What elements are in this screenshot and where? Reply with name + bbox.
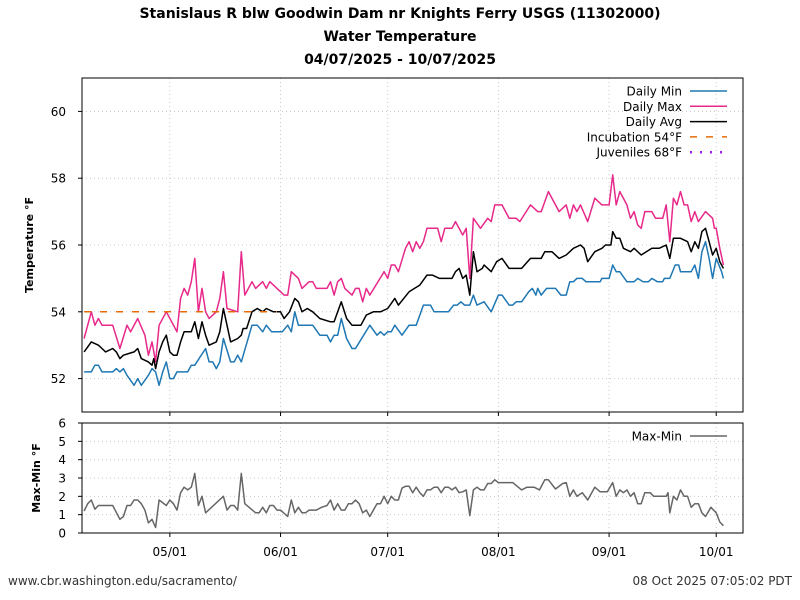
y-tick-label: 2	[58, 490, 66, 504]
plot-frame	[81, 422, 744, 534]
x-tick-label: 07/01	[370, 545, 405, 559]
y-tick-label: 58	[51, 172, 66, 186]
x-tick-label: 09/01	[592, 545, 627, 559]
series-line-daily-min	[84, 240, 725, 387]
y-axis-label: Temperature °F	[23, 197, 36, 293]
legend-label-juveniles-68-f: Juveniles 68°F	[595, 146, 682, 160]
series-line-max-min	[83, 472, 724, 529]
chart-date-range: 04/07/2025 - 10/07/2025	[304, 52, 496, 68]
chart-subtitle: Water Temperature	[323, 29, 477, 45]
x-tick-label: 08/01	[481, 545, 516, 559]
legend-label-daily-max: Daily Max	[623, 100, 682, 114]
series-line-daily-avg	[83, 227, 725, 370]
y-tick-label: 5	[58, 435, 66, 449]
x-tick-label: 06/01	[263, 545, 298, 559]
y-tick-label: 6	[58, 417, 66, 431]
legend-label-max-min: Max-Min	[632, 430, 682, 444]
legend-label-daily-avg: Daily Avg	[626, 115, 682, 129]
y-tick-label: 1	[58, 508, 66, 522]
legend-label-incubation-54-f: Incubation 54°F	[587, 130, 682, 144]
source-url[interactable]: www.cbr.washington.edu/sacramento/	[8, 574, 237, 588]
x-tick-label: 05/01	[153, 545, 188, 559]
generated-timestamp: 08 Oct 2025 07:05:02 PDT	[632, 574, 792, 588]
y-tick-label: 60	[51, 105, 66, 119]
y-tick-label: 4	[58, 453, 66, 467]
y-tick-label: 56	[51, 239, 66, 253]
chart-title: Stanislaus R blw Goodwin Dam nr Knights …	[139, 6, 661, 22]
legend-label-daily-min: Daily Min	[627, 85, 682, 99]
y-axis-label: Max-Min °F	[30, 443, 43, 512]
x-tick-label: 10/01	[699, 545, 734, 559]
plot-frame	[81, 77, 744, 413]
y-tick-label: 54	[51, 305, 66, 319]
series-line-daily-max	[83, 174, 725, 363]
y-tick-label: 52	[51, 372, 66, 386]
y-tick-label: 3	[58, 472, 66, 486]
y-tick-label: 0	[58, 527, 66, 541]
